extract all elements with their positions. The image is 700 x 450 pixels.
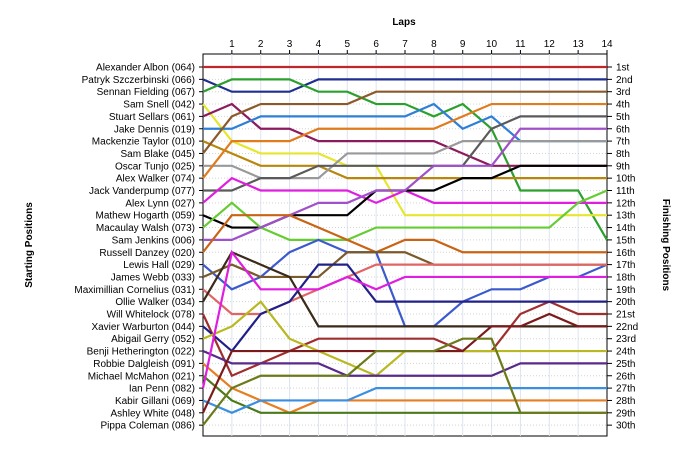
series-line: [203, 115, 607, 192]
starting-position-label: Alexander Albon (064): [96, 63, 195, 74]
starting-position-label: Benji Hetherington (022): [87, 347, 195, 358]
y-axis-title-left: Starting Positions: [24, 202, 35, 288]
x-axis-title: Laps: [392, 17, 416, 28]
series-line: [202, 102, 607, 179]
starting-position-label: Abigail Gerry (052): [111, 334, 195, 345]
series-line: [202, 214, 607, 254]
series-line: [202, 263, 607, 353]
finishing-position-label: 13th: [616, 211, 635, 222]
starting-position-label: Kabir Gillani (069): [115, 396, 195, 407]
finishing-position-label: 22nd: [616, 322, 638, 333]
starting-position-label: Ashley White (048): [111, 408, 195, 419]
finishing-position-label: 11th: [616, 186, 635, 197]
series-line: [203, 127, 607, 241]
starting-position-label: Stuart Sellars (061): [109, 112, 195, 123]
starting-position-label: Pippa Coleman (086): [101, 421, 196, 432]
series-line: [202, 140, 607, 180]
starting-position-label: Macaulay Walsh (073): [96, 223, 195, 234]
starting-position-label: Sam Jenkins (006): [112, 235, 195, 246]
x-tick-label: 8: [431, 39, 437, 50]
finishing-position-label: 14th: [616, 223, 635, 234]
finishing-position-label: 17th: [616, 260, 635, 271]
x-tick-label: 9: [460, 39, 466, 50]
finishing-position-label: 4th: [616, 100, 630, 111]
finishing-position-label: 23rd: [616, 334, 636, 345]
finishing-position-label: 7th: [616, 137, 630, 148]
starting-position-label: Alex Walker (074): [116, 174, 195, 185]
x-tick-label: 6: [373, 39, 379, 50]
series-line: [202, 300, 607, 378]
starting-position-label: Oscar Tunjo (025): [115, 161, 195, 172]
starting-position-label: Ian Penn (082): [129, 384, 195, 395]
x-tick-label: 5: [345, 39, 351, 50]
starting-position-label: Sam Snell (042): [123, 100, 195, 111]
x-tick-label: 10: [486, 39, 498, 50]
finishing-position-label: 30th: [616, 421, 635, 432]
finishing-position-label: 1st: [616, 63, 630, 74]
finishing-position-label: 12th: [616, 198, 635, 209]
x-tick-label: 3: [287, 39, 293, 50]
finishing-position-label: 25th: [616, 359, 635, 370]
starting-position-label: Sam Blake (045): [121, 149, 195, 160]
starting-position-label: Jack Vanderpump (077): [89, 186, 195, 197]
grid: [199, 50, 612, 437]
series-line: [202, 90, 607, 155]
finishing-position-label: 8th: [616, 149, 630, 160]
finishing-position-label: 29th: [616, 408, 635, 419]
starting-position-label: Mackenzie Taylor (010): [92, 137, 195, 148]
starting-position-label: James Webb (033): [111, 272, 195, 283]
starting-position-label: Xavier Warburton (044): [91, 322, 195, 333]
finishing-position-label: 9th: [616, 161, 630, 172]
finishing-position-label: 2nd: [616, 75, 633, 86]
finishing-position-label: 24th: [616, 347, 635, 358]
starting-position-label: Michael McMahon (021): [88, 371, 195, 382]
finishing-position-label: 18th: [616, 272, 635, 283]
x-tick-label: 7: [402, 39, 408, 50]
series-line: [202, 103, 607, 217]
starting-position-label: Patryk Szczerbinski (066): [82, 75, 195, 86]
finishing-position-label: 15th: [616, 235, 635, 246]
series-line: [201, 249, 607, 389]
finishing-position-label: 10th: [616, 174, 635, 185]
x-tick-label: 12: [544, 39, 556, 50]
starting-position-label: Russell Danzey (020): [99, 248, 195, 259]
series-line: [202, 387, 607, 414]
series-lines: [201, 65, 608, 426]
finishing-position-label: 5th: [616, 112, 630, 123]
starting-position-label: Alex Lynn (027): [125, 198, 195, 209]
series-line: [202, 78, 607, 93]
series-line: [202, 78, 608, 241]
finishing-position-label: 16th: [616, 248, 635, 259]
finishing-position-label: 26th: [616, 371, 635, 382]
starting-position-label: Ollie Walker (034): [115, 297, 195, 308]
starting-position-label: Robbie Dalgleish (091): [93, 359, 195, 370]
series-line: [202, 337, 607, 426]
x-tick-label: 14: [601, 39, 613, 50]
starting-position-label: Mathew Hogarth (059): [96, 211, 196, 222]
series-line: [202, 362, 607, 414]
starting-position-label: Sennan Fielding (067): [97, 87, 195, 98]
x-tick-label: 1: [229, 39, 235, 50]
series-line: [202, 250, 607, 328]
starting-position-label: Maximillian Cornelius (031): [74, 285, 195, 296]
finishing-position-label: 27th: [616, 384, 635, 395]
finishing-position-label: 6th: [616, 124, 630, 135]
series-line: [202, 189, 608, 241]
x-tick-label: 4: [316, 39, 322, 50]
x-tick-label: 2: [258, 39, 264, 50]
y-axis-title-right: Finishing Positions: [660, 199, 671, 292]
finishing-position-label: 19th: [616, 285, 635, 296]
starting-position-label: Lewis Hall (029): [123, 260, 195, 271]
x-tick-label: 13: [573, 39, 585, 50]
finishing-position-label: 20th: [616, 297, 635, 308]
finishing-position-label: 28th: [616, 396, 635, 407]
finishing-position-label: 21st: [616, 310, 635, 321]
x-tick-label: 11: [515, 39, 526, 50]
series-line: [202, 350, 607, 377]
finishing-position-label: 3rd: [616, 87, 630, 98]
starting-position-label: Will Whitelock (078): [107, 310, 195, 321]
starting-position-label: Jake Dennis (019): [114, 124, 195, 135]
